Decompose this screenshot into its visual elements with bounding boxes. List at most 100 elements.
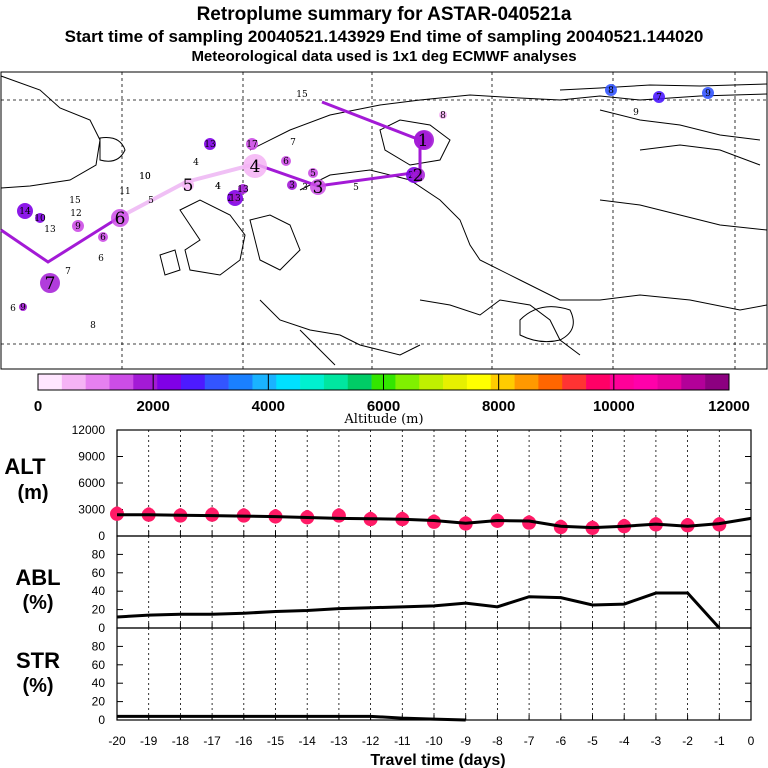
- str-line: [117, 714, 466, 722]
- day-bubble: [414, 131, 432, 149]
- cluster-bubble: [287, 180, 297, 190]
- cluster-label: 11: [119, 187, 130, 197]
- sampling-times: Start time of sampling 20040521.143929 E…: [65, 27, 704, 46]
- alt-cluster-point: [145, 515, 152, 522]
- cluster-label: 17: [246, 140, 258, 150]
- colorbar-swatch: [681, 374, 706, 390]
- cluster-label: 4: [193, 158, 199, 168]
- cluster-label: 10: [34, 214, 46, 224]
- cluster-label: 6: [10, 304, 16, 314]
- colorbar-swatch: [586, 374, 611, 390]
- colorbar-tick-label: 0: [34, 398, 42, 415]
- alt-cluster-point: [716, 525, 723, 532]
- cluster-bubble: [230, 193, 240, 203]
- alt-cluster-point: [177, 516, 184, 523]
- alt-cluster-point: [494, 521, 501, 528]
- alt-cluster-point: [522, 515, 537, 530]
- cluster-label: 13: [204, 140, 216, 150]
- cluster-label: 5: [148, 196, 154, 206]
- cluster-label: 10: [139, 172, 151, 182]
- alt-cluster-point: [589, 528, 596, 535]
- x-tick-label: -14: [299, 734, 317, 748]
- str-unit: (%): [22, 675, 53, 697]
- day-label: 6: [115, 209, 126, 229]
- cluster-label: 3: [302, 183, 308, 193]
- x-axis-label: Travel time (days): [370, 752, 505, 768]
- colorbar-swatch: [323, 374, 349, 390]
- alt-cluster-point: [621, 526, 628, 533]
- x-tick-label: -5: [587, 734, 598, 748]
- cluster-bubble: [238, 184, 248, 194]
- cluster-label: 6: [98, 254, 104, 264]
- cluster-bubble: [19, 303, 27, 311]
- alt-label: ALT: [4, 454, 46, 479]
- colorbar-swatch: [514, 374, 539, 390]
- x-tick-label: -7: [524, 734, 535, 748]
- colorbar-swatch: [252, 374, 277, 390]
- cluster-label: 15: [69, 196, 81, 206]
- cluster-label: 10: [139, 172, 151, 182]
- y-tick-label: 40: [92, 584, 106, 598]
- colorbar-swatch: [705, 374, 730, 390]
- x-tick-label: -18: [172, 734, 190, 748]
- coastlines: [0, 75, 768, 366]
- met-data-note: Meteorological data used is 1x1 deg ECMW…: [191, 48, 576, 65]
- day-label: 1: [418, 131, 429, 151]
- alt-cluster-point: [557, 527, 564, 534]
- y-tick-label: 20: [92, 603, 106, 617]
- cluster-label: 9: [75, 222, 81, 232]
- cluster-label: 13: [237, 185, 249, 195]
- alt-unit: (m): [17, 482, 48, 504]
- colorbar-swatch: [300, 374, 325, 390]
- colorbar-swatch: [61, 374, 86, 390]
- colorbar-tick-label: 8000: [482, 398, 515, 415]
- cluster-label: 5: [310, 169, 316, 179]
- alt-cluster-point: [431, 522, 437, 529]
- colorbar-swatch: [133, 374, 158, 390]
- y-tick-label: 0: [98, 621, 105, 635]
- x-tick-label: -6: [555, 734, 566, 748]
- cluster-label: 12: [70, 209, 81, 219]
- cluster-bubble: [605, 84, 617, 96]
- x-tick-label: -10: [425, 734, 443, 748]
- cluster-label: 9: [20, 303, 26, 313]
- abl-unit: (%): [22, 592, 53, 614]
- alt-cluster-point: [652, 525, 659, 532]
- cluster-bubble: [308, 168, 318, 178]
- colorbar-tick-label: 10000: [593, 398, 635, 415]
- alt-mean-line: [117, 513, 752, 530]
- colorbar-tick-label: 12000: [708, 398, 750, 415]
- abl-label: ABL: [15, 565, 60, 590]
- colorbar-label: Altitude (m): [343, 412, 423, 427]
- cluster-label: 9: [705, 89, 711, 99]
- colorbar-tick-label: 6000: [367, 398, 400, 415]
- y-tick-label: 20: [92, 695, 106, 709]
- cluster-bubble: [204, 138, 216, 150]
- cluster-label: 13: [44, 225, 56, 235]
- colorbar-swatch: [85, 374, 110, 390]
- map-panel: 1589101131774654335222111054132014151261…: [0, 71, 768, 370]
- colorbar-swatch: [228, 374, 253, 390]
- day-bubble: [243, 154, 267, 178]
- figure-title: Retroplume summary for ASTAR-040521a: [197, 4, 572, 25]
- cluster-label: 8: [90, 321, 96, 331]
- cluster-label: 4: [215, 182, 221, 192]
- colorbar-swatch: [276, 374, 301, 390]
- cluster-bubble: [702, 87, 714, 99]
- cluster-label: 4: [215, 182, 221, 192]
- colorbar-swatch: [38, 374, 63, 390]
- x-tick-label: -4: [619, 734, 630, 748]
- x-tick-label: -20: [108, 734, 126, 748]
- x-tick-label: -1: [714, 734, 725, 748]
- x-tick-label: -13: [330, 734, 348, 748]
- x-tick-label: -12: [362, 734, 380, 748]
- colorbar-swatch: [157, 374, 182, 390]
- cluster-bubble: [653, 91, 665, 103]
- x-tick-label: -2: [682, 734, 693, 748]
- cluster-label: 7: [656, 93, 662, 103]
- x-tick-label: 0: [748, 734, 755, 748]
- cluster-bubble: [281, 156, 291, 166]
- alt-cluster-point: [399, 519, 406, 526]
- altitude-colorbar: 0 2000 4000 6000 8000 10000 12000: [34, 373, 750, 415]
